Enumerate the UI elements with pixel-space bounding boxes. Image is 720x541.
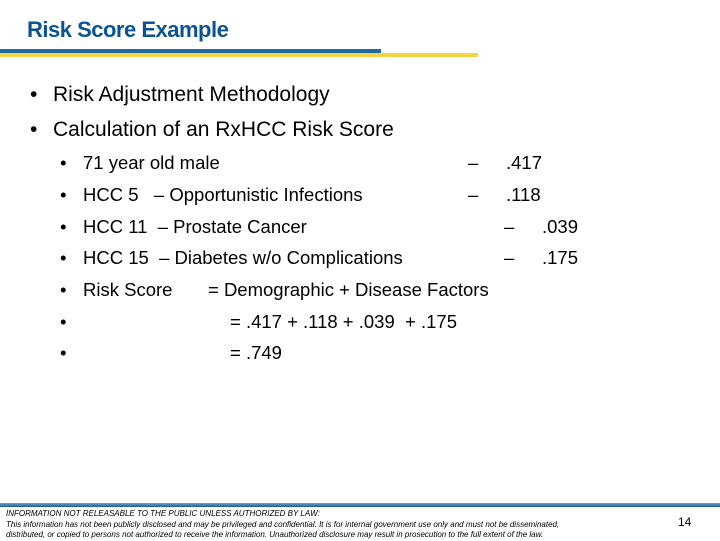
bullet-text: Risk Adjustment Methodology xyxy=(53,83,330,106)
footer-line: distributed, or copied to persons not au… xyxy=(6,530,544,539)
item-formula: = .417 + .118 + .039 + .175 xyxy=(230,311,457,332)
item-value: .175 xyxy=(542,247,579,268)
bullet-marker: • xyxy=(60,279,67,300)
page-number: 14 xyxy=(678,515,692,529)
item-label: Risk Score xyxy=(83,279,173,300)
item-label: HCC 11 – Prostate Cancer xyxy=(83,216,307,237)
item-formula: = .749 xyxy=(230,342,282,363)
bullet-marker: • xyxy=(60,216,67,237)
item-value: .118 xyxy=(506,184,541,205)
item-formula: = Demographic + Disease Factors xyxy=(208,279,489,300)
item-value: .039 xyxy=(542,216,579,237)
bullet-marker: • xyxy=(30,118,38,141)
title-underline-blue xyxy=(0,49,381,53)
slide-title: Risk Score Example xyxy=(27,17,229,42)
bullet-text: Calculation of an RxHCC Risk Score xyxy=(53,118,394,141)
item-dash: – xyxy=(504,216,515,237)
bullet-marker: • xyxy=(60,311,67,332)
item-dash: – xyxy=(468,184,479,205)
bullet-marker: • xyxy=(60,247,67,268)
item-label: HCC 15 – Diabetes w/o Complications xyxy=(83,247,403,268)
title-underline-yellow xyxy=(0,53,478,57)
item-value: .417 xyxy=(506,152,543,173)
footer-line: This information has not been publicly d… xyxy=(6,519,560,529)
footer-line: INFORMATION NOT RELEASABLE TO THE PUBLIC… xyxy=(6,509,320,518)
footer-disclaimer: INFORMATION NOT RELEASABLE TO THE PUBLIC… xyxy=(6,509,559,541)
bullet-marker: • xyxy=(60,184,67,205)
item-label: HCC 5 – Opportunistic Infections xyxy=(83,184,363,205)
item-dash: – xyxy=(504,247,515,268)
item-dash: – xyxy=(468,152,479,173)
item-label: 71 year old male xyxy=(83,152,220,173)
bullet-marker: • xyxy=(60,152,67,173)
bullet-marker: • xyxy=(30,83,38,106)
bullet-marker: • xyxy=(60,342,67,363)
footer-divider xyxy=(0,503,720,507)
